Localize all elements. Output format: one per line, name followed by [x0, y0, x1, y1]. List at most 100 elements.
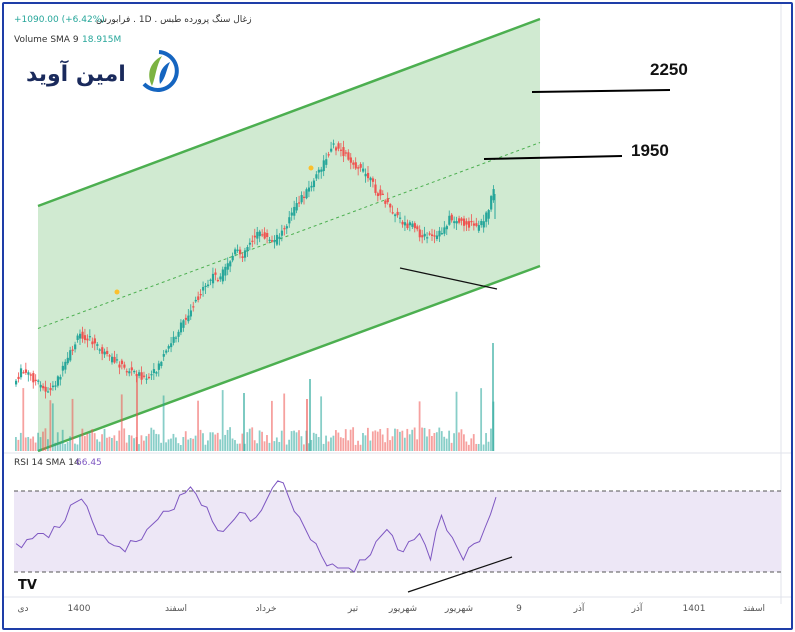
- volume-bar: [49, 400, 52, 451]
- volume-bar: [256, 443, 259, 451]
- candle-body: [303, 196, 306, 198]
- candle-body: [47, 391, 50, 393]
- candle-body: [19, 368, 23, 378]
- candle-body: [194, 299, 197, 302]
- channel-fill: [38, 19, 540, 451]
- candle-body: [49, 387, 52, 391]
- volume-bar: [221, 390, 224, 451]
- volume-bar: [189, 438, 192, 451]
- volume-bar: [111, 437, 113, 451]
- x-tick-label: شهریور: [388, 604, 418, 614]
- volume-bar: [467, 444, 470, 451]
- candle-body: [133, 371, 136, 373]
- candle-body: [298, 202, 301, 204]
- candle-body: [37, 380, 40, 382]
- candle-body: [86, 338, 89, 341]
- volume-bar: [391, 436, 394, 451]
- candle-body: [477, 225, 480, 231]
- candle-body: [221, 269, 224, 282]
- candle-body: [91, 341, 94, 345]
- candle-body: [475, 223, 478, 226]
- volume-bar: [401, 430, 404, 451]
- volume-bar: [79, 435, 81, 451]
- chart-canvas[interactable]: [4, 4, 791, 628]
- volume-bar: [482, 444, 485, 451]
- volume-bar: [251, 427, 254, 451]
- volume-bar: [194, 435, 197, 451]
- candle-body: [17, 376, 20, 380]
- volume-bar: [362, 432, 364, 451]
- channel-upper-line: [37, 17, 541, 208]
- candle-body: [352, 162, 355, 165]
- volume-bar: [349, 429, 352, 451]
- volume-bar: [248, 428, 251, 451]
- candle-body: [354, 162, 357, 169]
- volume-bar: [306, 399, 308, 451]
- candle-body: [258, 231, 261, 237]
- volume-bar: [487, 441, 490, 451]
- volume-bar: [440, 431, 443, 451]
- candle-body: [157, 363, 160, 370]
- x-tick-label: خرداد: [255, 604, 277, 614]
- candle-body: [179, 322, 183, 333]
- candle-body: [293, 206, 296, 216]
- volume-bar: [165, 442, 167, 451]
- candle-body: [130, 367, 133, 371]
- price-change: +1090.00 (+6.42%): [14, 15, 105, 25]
- candle-body: [98, 349, 101, 351]
- volume-bar: [317, 437, 320, 451]
- candle-body: [172, 336, 175, 343]
- candle-body: [339, 149, 343, 151]
- volume-bar: [209, 432, 212, 451]
- volume-bar: [344, 429, 347, 451]
- candle-body: [128, 371, 131, 374]
- candle-body: [32, 373, 35, 383]
- volume-bar: [310, 439, 313, 451]
- candle-body: [379, 189, 382, 196]
- candle-body: [426, 237, 429, 239]
- candle-body: [487, 210, 490, 219]
- volume-bar: [125, 442, 128, 451]
- volume-bar: [157, 434, 160, 451]
- volume-sma-value: 18.915M: [82, 35, 122, 45]
- volume-bar: [458, 432, 460, 451]
- candle-body: [192, 306, 195, 308]
- candle-body: [111, 356, 114, 363]
- volume-bar: [325, 435, 327, 451]
- candle-body: [147, 376, 151, 379]
- candle-body: [202, 286, 205, 291]
- candle-body: [175, 337, 178, 339]
- volume-bar: [428, 429, 431, 451]
- volume-bar: [285, 444, 288, 451]
- candle-body: [465, 221, 468, 225]
- candle-body: [490, 196, 493, 210]
- volume-bar: [448, 430, 451, 451]
- volume-bar: [15, 437, 17, 451]
- volume-bar: [381, 434, 384, 451]
- x-tick-label: 9: [516, 604, 522, 614]
- candle-body: [29, 374, 32, 376]
- volume-bar: [143, 440, 145, 451]
- candle-body: [317, 169, 320, 173]
- x-tick-label: اسفند: [164, 604, 188, 614]
- candle-body: [300, 195, 303, 203]
- volume-bar: [219, 439, 222, 451]
- volume-bar: [241, 433, 244, 451]
- x-tick-label: اسفند: [742, 604, 766, 614]
- volume-bar: [492, 343, 494, 451]
- volume-bar: [202, 433, 204, 451]
- volume-bar: [234, 440, 236, 451]
- candle-body: [56, 376, 60, 386]
- candle-body: [492, 189, 495, 201]
- candle-body: [216, 279, 220, 282]
- candle-body: [253, 235, 256, 238]
- volume-bar: [136, 376, 138, 451]
- volume-sma-label: Volume SMA 9: [14, 35, 79, 45]
- candle-body: [482, 221, 485, 228]
- candle-body: [310, 185, 313, 188]
- candle-body: [413, 223, 416, 229]
- volume-bar: [167, 439, 170, 451]
- volume-bar: [327, 441, 330, 451]
- candle-body: [290, 212, 293, 216]
- candle-body: [371, 178, 375, 182]
